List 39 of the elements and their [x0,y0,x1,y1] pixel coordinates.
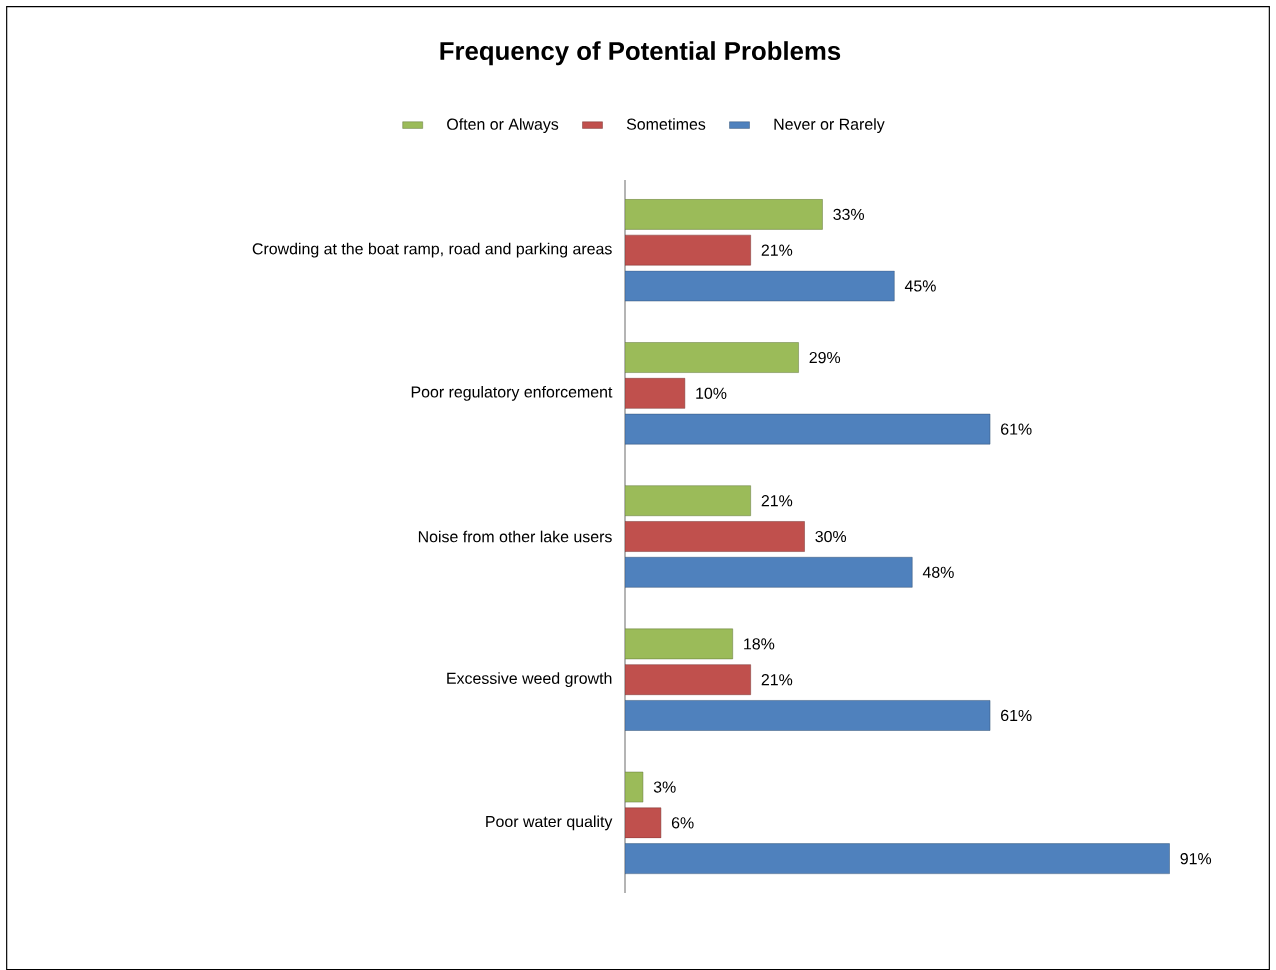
y-tick-label: Excessive weed growth [447,672,612,687]
y-tick-label: Crowding at the boat ramp, road and parking areas [252,242,612,258]
y-tick-label: Noise from other lake users [418,530,612,543]
bar [625,234,751,266]
data-label: 29% [809,351,841,364]
data-label: 45% [904,280,936,292]
y-tick-label: Poor regulatory enforcement [411,385,613,401]
data-label: 61% [1001,709,1032,721]
bar [625,413,991,445]
data-label: 3% [653,781,676,793]
bar [625,521,805,552]
data-label: 48% [922,566,954,578]
data-label: 21% [761,673,793,686]
bar [625,628,733,660]
data-label: 21% [761,494,793,507]
data-label: 18% [744,638,775,650]
data-label: 10% [696,387,727,399]
bar [625,664,751,695]
data-label: 91% [1180,852,1212,865]
bar [625,556,913,588]
data-label: 6% [671,817,694,829]
legend-label: Often or Always [447,118,559,133]
legend-label: Sometimes [626,118,706,130]
data-label: 61% [1001,423,1032,435]
data-label: 33% [833,208,865,220]
chart-title: Frequency of Potential Problems [440,41,841,66]
bar [625,700,991,731]
legend-label: Never or Rarely [774,118,885,133]
bar [625,843,1170,874]
bar [625,198,823,230]
bar [625,485,751,516]
bar [625,342,799,373]
bar [625,270,895,302]
bar [625,807,662,838]
data-label: 21% [761,244,793,256]
data-label: 30% [815,530,847,543]
bar [625,771,644,803]
bar [625,377,686,409]
y-tick-label: Poor water quality [486,815,613,831]
